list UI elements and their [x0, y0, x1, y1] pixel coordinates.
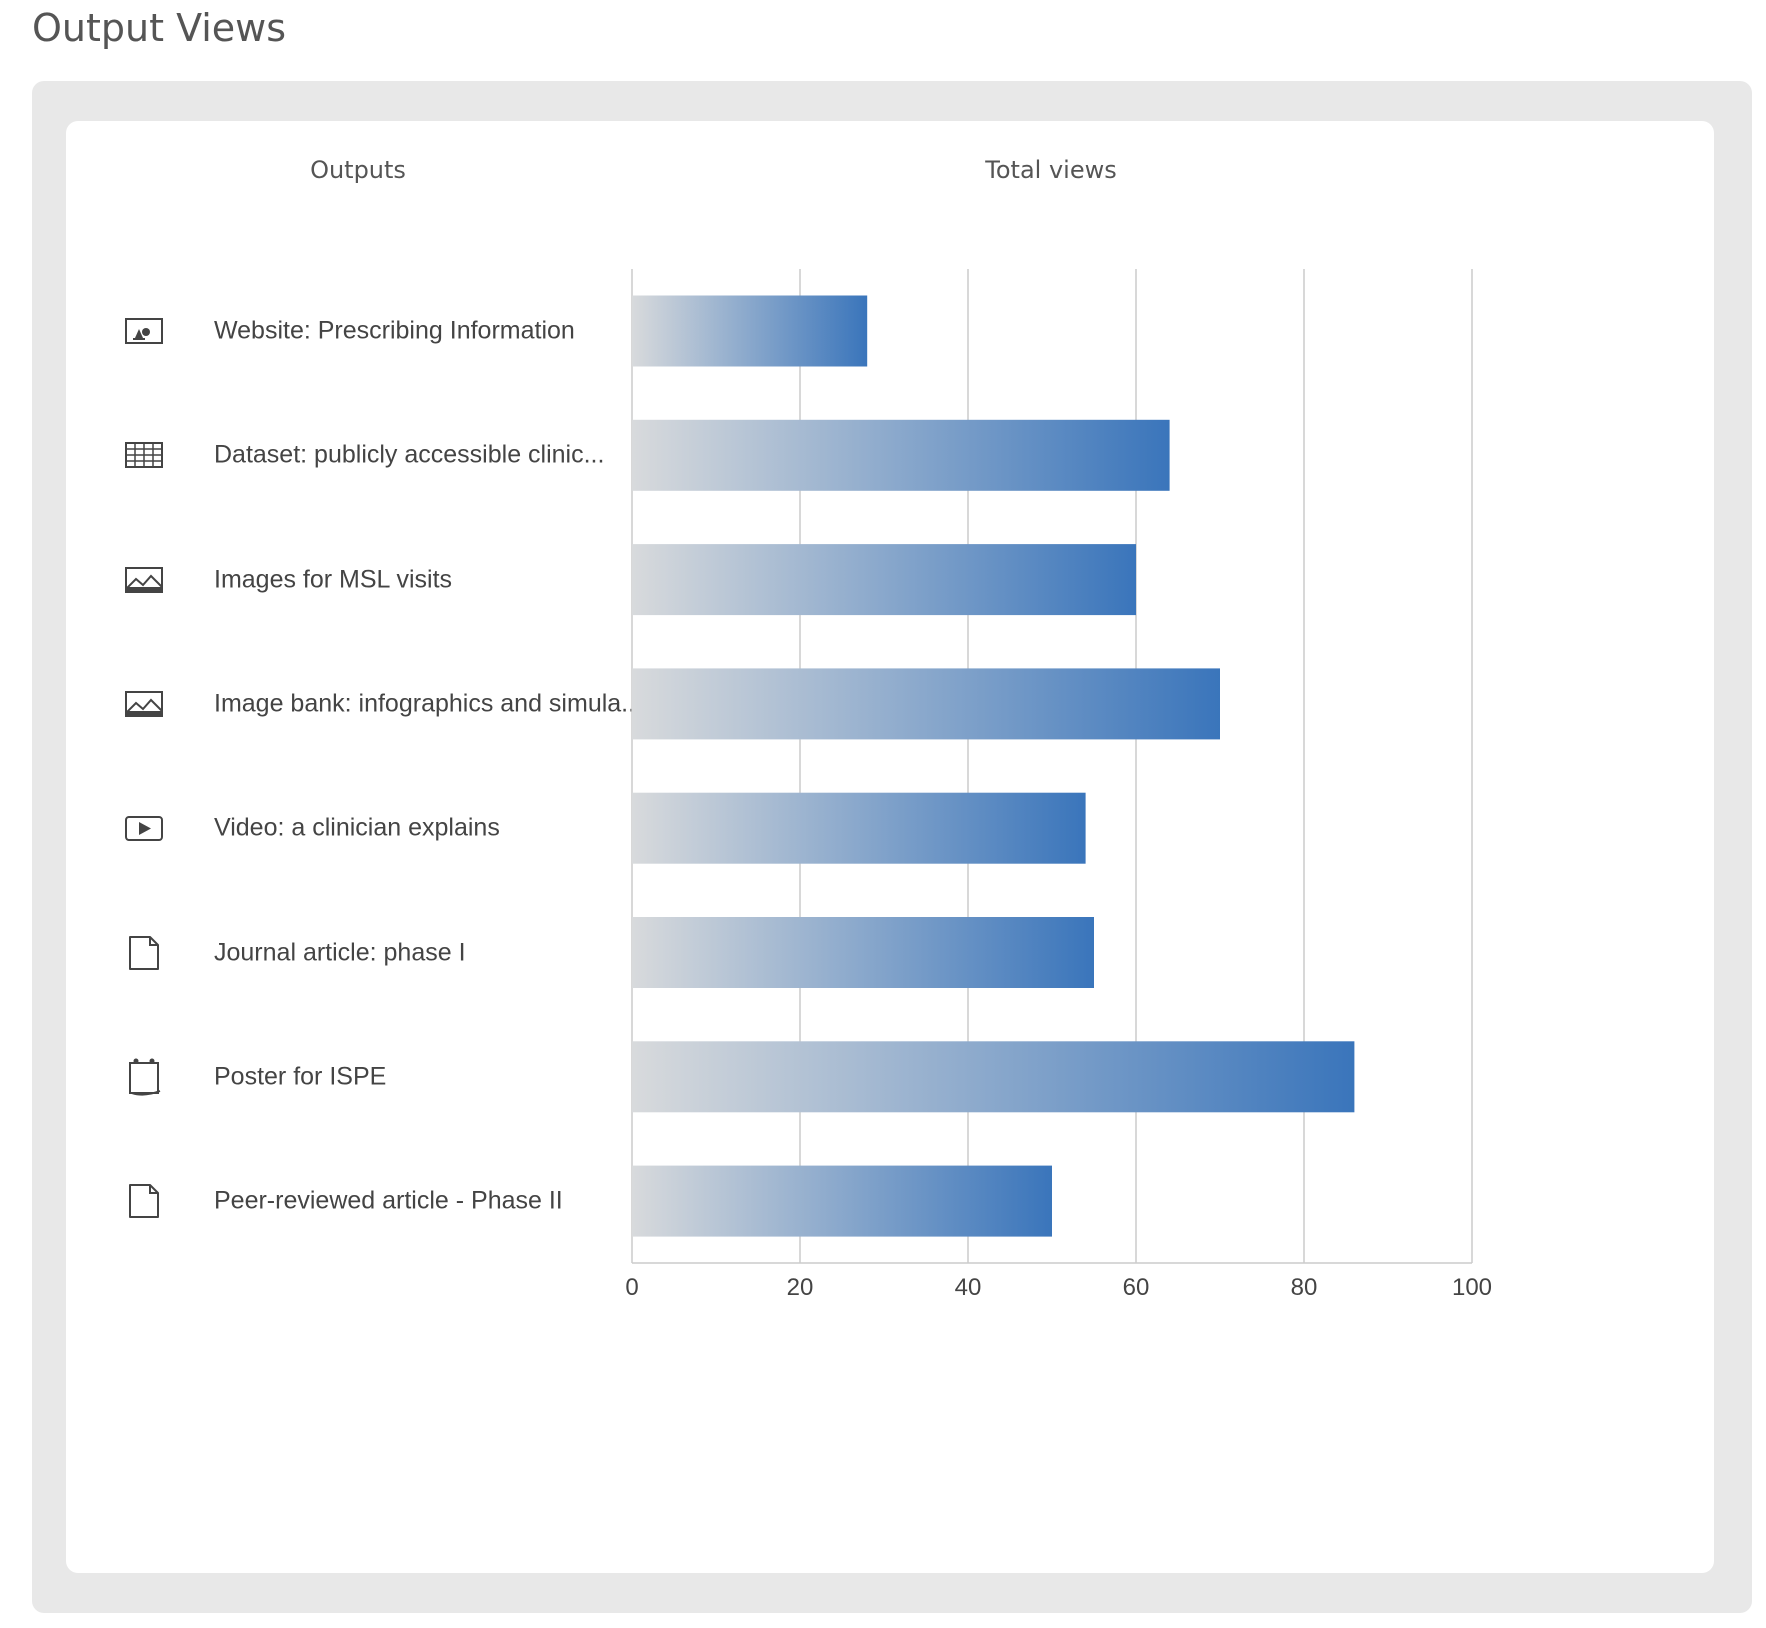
bar [632, 295, 868, 367]
output-label[interactable]: Video: a clinician explains [214, 813, 500, 842]
bar [632, 1165, 1052, 1237]
table-grid-icon [122, 433, 166, 477]
x-tick-label: 0 [625, 1274, 638, 1301]
bar [632, 668, 1220, 740]
x-tick-label: 40 [955, 1274, 982, 1301]
bar [632, 544, 1136, 616]
output-label[interactable]: Images for MSL visits [214, 565, 453, 594]
x-tick-label: 60 [1123, 1274, 1150, 1301]
image-icon [122, 558, 166, 602]
output-label[interactable]: Poster for ISPE [214, 1062, 387, 1091]
output-label[interactable]: Image bank: infographics and simula... [214, 689, 643, 718]
x-tick-label: 80 [1291, 1274, 1318, 1301]
output-label[interactable]: Dataset: publicly accessible clinic... [214, 440, 605, 469]
total-views-column-header: Total views [985, 156, 1117, 184]
video-play-icon [122, 806, 166, 850]
views-bar-chart: 0 20 40 60 80 100 [625, 269, 1492, 1301]
document-icon [122, 931, 166, 975]
page-title: Output Views [32, 6, 287, 50]
output-label[interactable]: Website: Prescribing Information [214, 316, 575, 345]
image-icon [122, 682, 166, 726]
chart-card: Outputs Total views Website: Prescribing… [66, 121, 1714, 1573]
x-tick-label: 20 [787, 1274, 814, 1301]
bar [632, 1041, 1355, 1113]
chart-panel: Outputs Total views Website: Prescribing… [32, 81, 1752, 1613]
poster-icon [122, 1055, 166, 1099]
output-label[interactable]: Peer-reviewed article - Phase II [214, 1186, 563, 1215]
bar [632, 917, 1094, 988]
document-icon [122, 1179, 166, 1223]
bar [632, 419, 1170, 491]
website-icon [122, 309, 166, 353]
outputs-column-header: Outputs [310, 156, 406, 184]
bar [632, 792, 1086, 864]
output-label[interactable]: Journal article: phase I [214, 938, 466, 966]
x-tick-label: 100 [1452, 1274, 1492, 1301]
